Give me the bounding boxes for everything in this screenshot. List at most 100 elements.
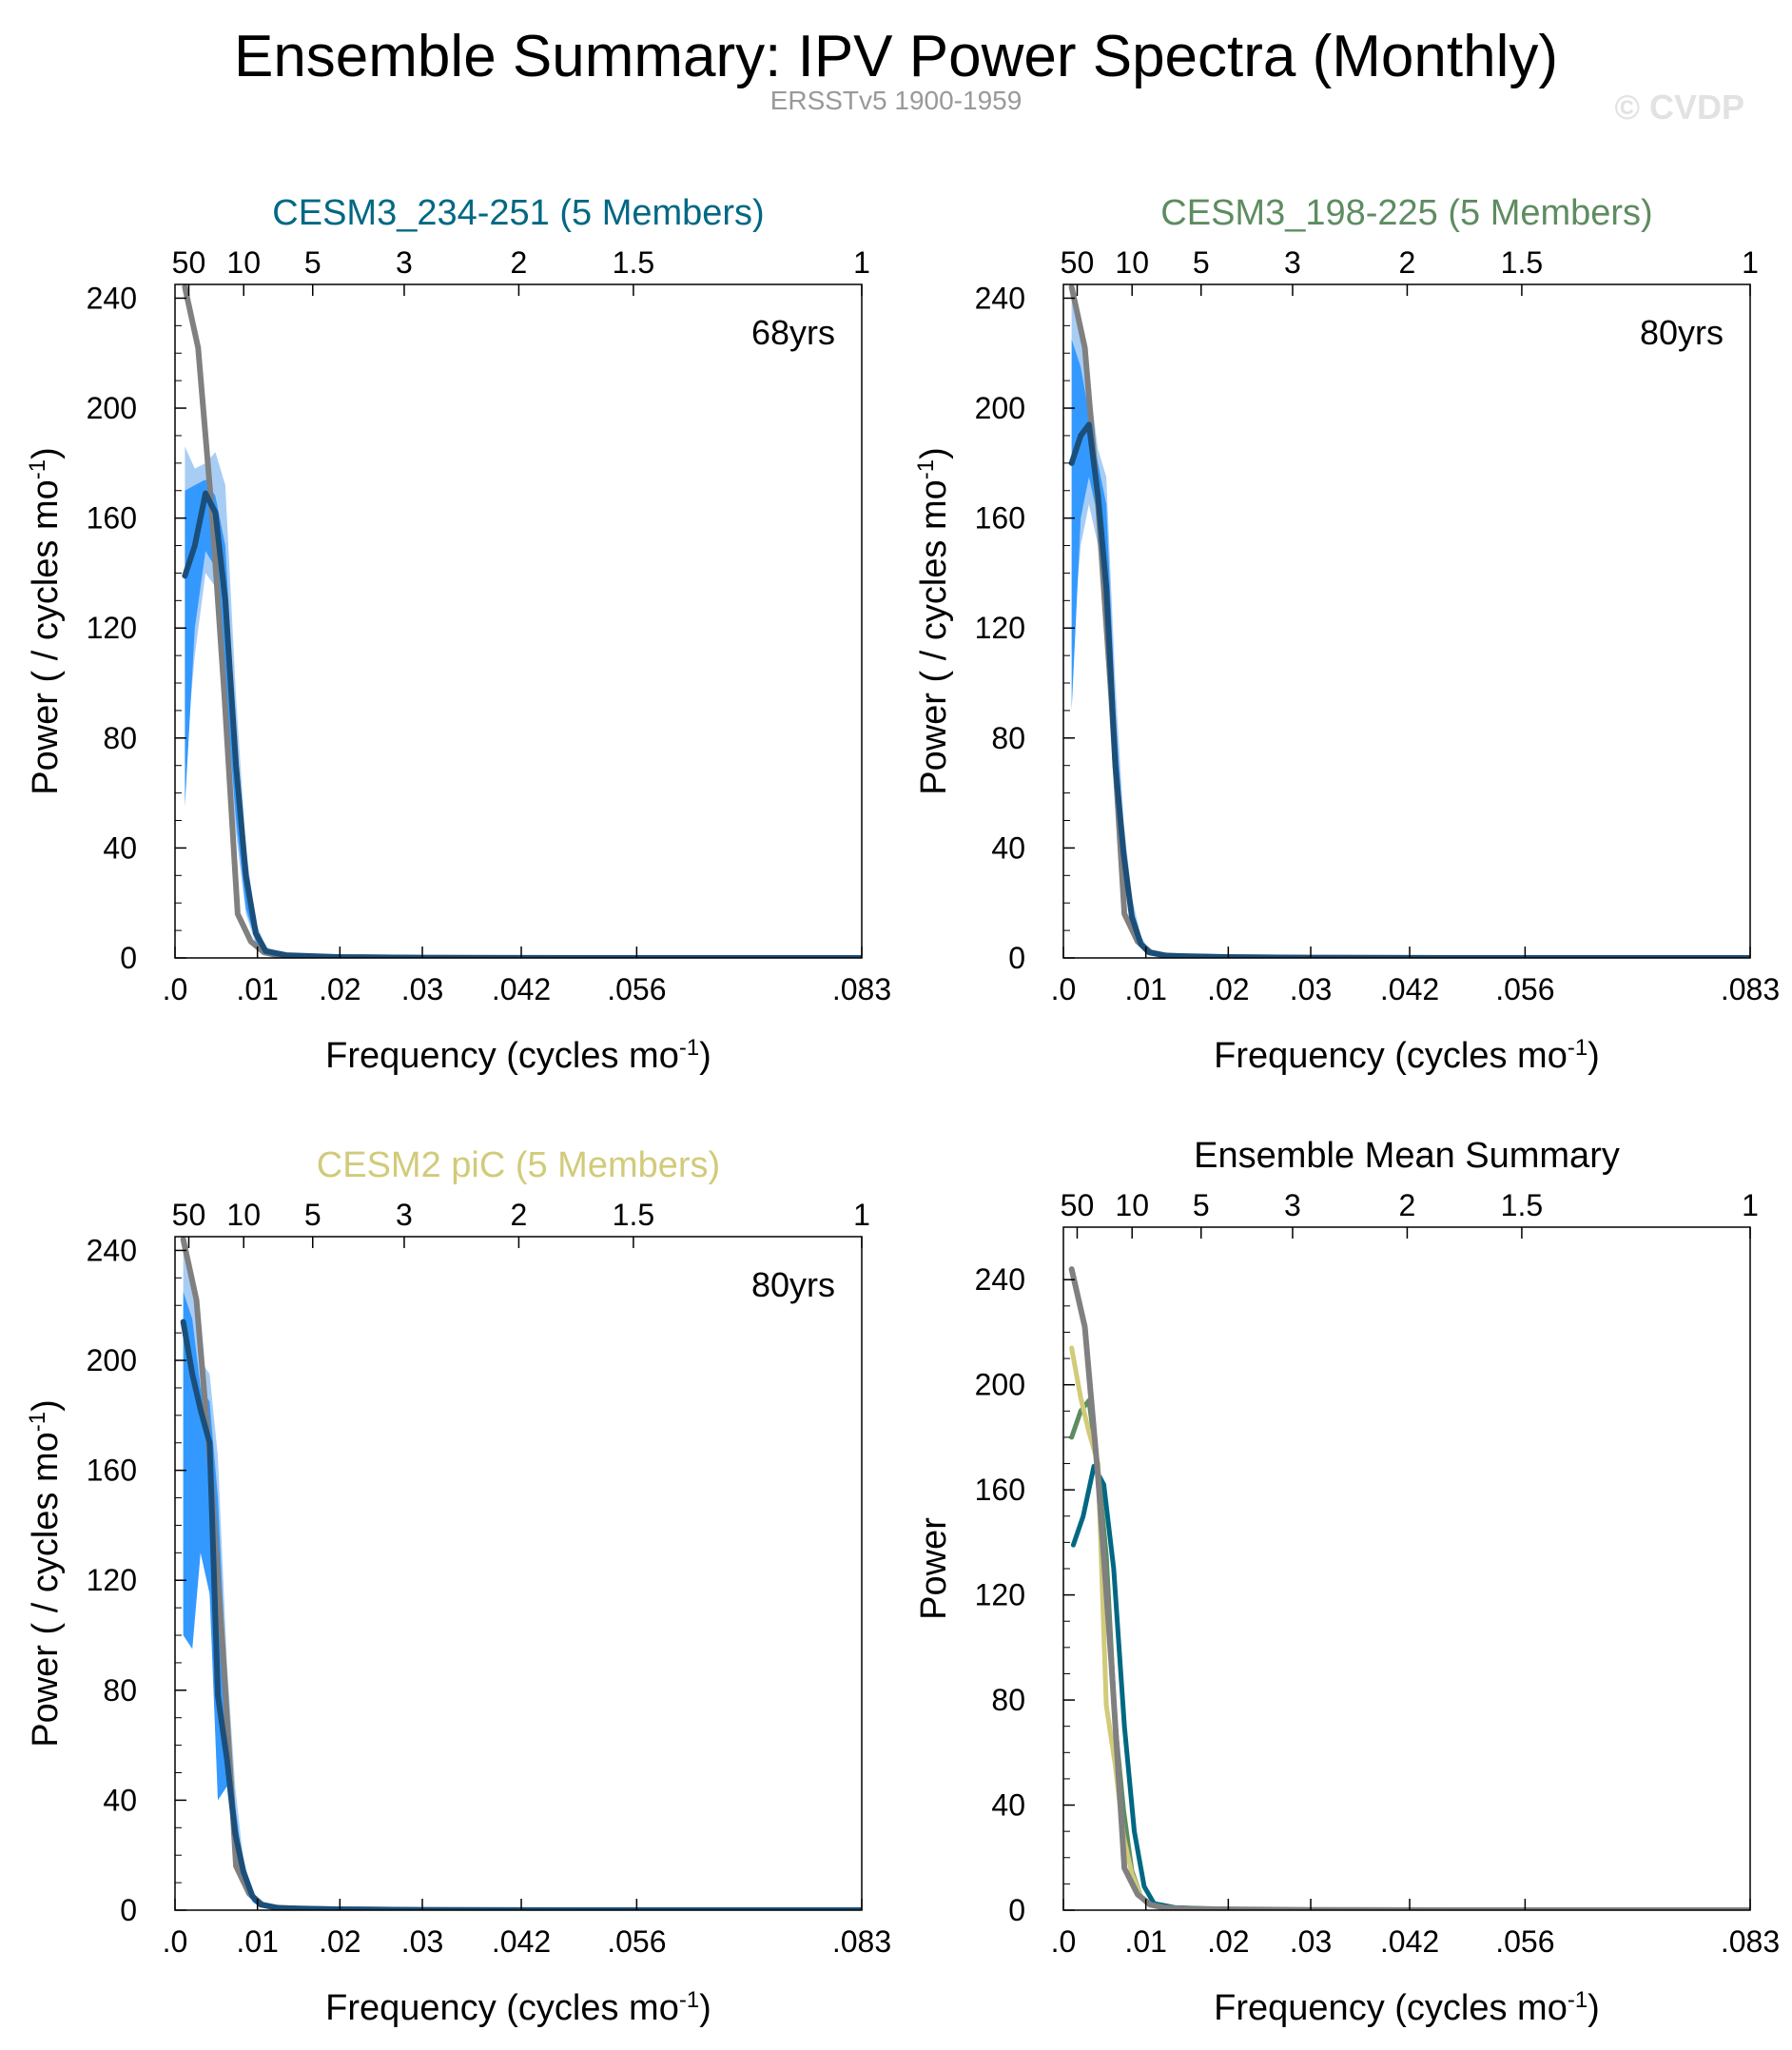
- top-tick-label: 2: [1399, 245, 1416, 280]
- top-tick-label: 5: [1193, 1188, 1210, 1222]
- ensemble-mean-line: [1068, 421, 1750, 958]
- y-axis-label: Power: [914, 1517, 954, 1620]
- model3-mean-line: [1069, 1345, 1750, 1910]
- x-tick-label: .03: [1290, 972, 1332, 1006]
- member-range-band-outer: [185, 446, 862, 958]
- y-tick-label: 200: [975, 391, 1025, 425]
- x-tick-label: .02: [1207, 1924, 1249, 1959]
- top-tick-label: 10: [226, 1198, 261, 1232]
- x-tick-label: .03: [1290, 1924, 1332, 1959]
- y-tick-label: 0: [1008, 1893, 1025, 1927]
- x-tick-label: .01: [236, 972, 278, 1006]
- top-tick-label: 50: [1061, 245, 1095, 280]
- member-range-band-inner: [183, 1291, 862, 1910]
- x-tick-label: .042: [1380, 972, 1439, 1006]
- x-tick-label: .01: [236, 1924, 278, 1959]
- plot-area: [1068, 1266, 1750, 1910]
- y-tick-label: 240: [87, 281, 137, 315]
- top-tick-label: 10: [1115, 1188, 1149, 1222]
- y-axis-label: Power ( / cycles mo-1): [913, 447, 955, 795]
- y-tick-label: 80: [103, 1673, 137, 1708]
- y-tick-label: 0: [120, 941, 137, 975]
- record-length-label: 80yrs: [751, 1265, 835, 1304]
- top-tick-label: 2: [511, 1198, 528, 1232]
- y-tick-label: 80: [103, 721, 137, 755]
- x-tick-label: .02: [1207, 972, 1249, 1006]
- member-range-band-outer: [1071, 286, 1750, 958]
- panel-title: CESM3_234-251 (5 Members): [272, 193, 764, 233]
- top-tick-label: 50: [172, 245, 206, 280]
- y-tick-label: 120: [87, 611, 137, 645]
- plot-frame: [174, 283, 863, 959]
- plot-frame: [1062, 283, 1751, 959]
- panel-title: CESM2 piC (5 Members): [317, 1145, 720, 1185]
- x-axis-label: Frequency (cycles mo-1): [325, 1987, 711, 2029]
- plot-area: [180, 1237, 862, 1910]
- x-tick-label: .056: [607, 1924, 666, 1959]
- top-tick-label: 5: [1193, 245, 1210, 280]
- top-tick-label: 3: [396, 1198, 413, 1232]
- x-tick-label: .0: [163, 972, 188, 1006]
- x-tick-label: .083: [1721, 972, 1780, 1006]
- record-length-label: 68yrs: [751, 313, 835, 352]
- y-tick-label: 40: [103, 830, 137, 865]
- y-tick-label: 200: [975, 1368, 1025, 1402]
- x-tick-label: .083: [1721, 1924, 1780, 1959]
- x-tick-label: .042: [1380, 1924, 1439, 1959]
- obs-line: [182, 284, 862, 958]
- top-tick-label: 1: [853, 1198, 870, 1232]
- panel-title: CESM3_198-225 (5 Members): [1160, 193, 1652, 233]
- plot-frame: [174, 1236, 863, 1911]
- top-tick-label: 10: [226, 245, 261, 280]
- x-tick-label: .0: [1051, 972, 1077, 1006]
- y-tick-label: 120: [975, 1578, 1025, 1612]
- page-title: Ensemble Summary: IPV Power Spectra (Mon…: [233, 24, 1559, 89]
- top-tick-label: 1: [853, 245, 870, 280]
- y-tick-label: 120: [975, 611, 1025, 645]
- x-tick-label: .03: [401, 1924, 443, 1959]
- x-tick-label: .0: [1051, 1924, 1077, 1959]
- x-tick-label: .083: [832, 1924, 891, 1959]
- x-tick-label: .01: [1124, 972, 1166, 1006]
- member-range-band-inner: [1071, 339, 1750, 958]
- top-tick-label: 1: [1742, 1188, 1759, 1222]
- x-axis-label: Frequency (cycles mo-1): [1214, 1035, 1600, 1077]
- top-tick-label: 1.5: [613, 1198, 654, 1232]
- y-tick-label: 240: [975, 1262, 1025, 1297]
- model2-mean-line: [1069, 1397, 1750, 1910]
- y-tick-label: 200: [87, 391, 137, 425]
- top-tick-label: 3: [396, 245, 413, 280]
- y-tick-label: 160: [975, 1473, 1025, 1507]
- top-tick-label: 2: [511, 245, 528, 280]
- y-tick-label: 240: [975, 281, 1025, 315]
- y-tick-label: 160: [87, 1454, 137, 1488]
- y-tick-label: 160: [87, 501, 137, 536]
- y-tick-label: 120: [87, 1563, 137, 1597]
- x-tick-label: .02: [319, 1924, 360, 1959]
- page-subtitle: ERSSTv5 1900-1959: [769, 86, 1023, 115]
- x-axis-label: Frequency (cycles mo-1): [1214, 1987, 1600, 2029]
- ensemble-mean-line: [180, 1318, 862, 1910]
- member-range-band-inner: [185, 479, 862, 958]
- x-tick-label: .042: [492, 972, 551, 1006]
- obs-line: [1068, 1266, 1750, 1910]
- top-tick-label: 50: [1061, 1188, 1095, 1222]
- y-tick-label: 0: [120, 1893, 137, 1927]
- y-tick-label: 80: [991, 721, 1025, 755]
- y-tick-label: 0: [1008, 941, 1025, 975]
- x-tick-label: .042: [492, 1924, 551, 1959]
- top-tick-label: 3: [1284, 1188, 1301, 1222]
- panel-title: Ensemble Mean Summary: [1194, 1136, 1620, 1176]
- top-tick-label: 5: [304, 245, 321, 280]
- ensemble-mean-line: [182, 490, 862, 958]
- y-tick-label: 200: [87, 1343, 137, 1377]
- y-tick-label: 40: [991, 830, 1025, 865]
- y-tick-label: 80: [991, 1683, 1025, 1717]
- top-tick-label: 50: [172, 1198, 206, 1232]
- top-tick-label: 10: [1115, 245, 1149, 280]
